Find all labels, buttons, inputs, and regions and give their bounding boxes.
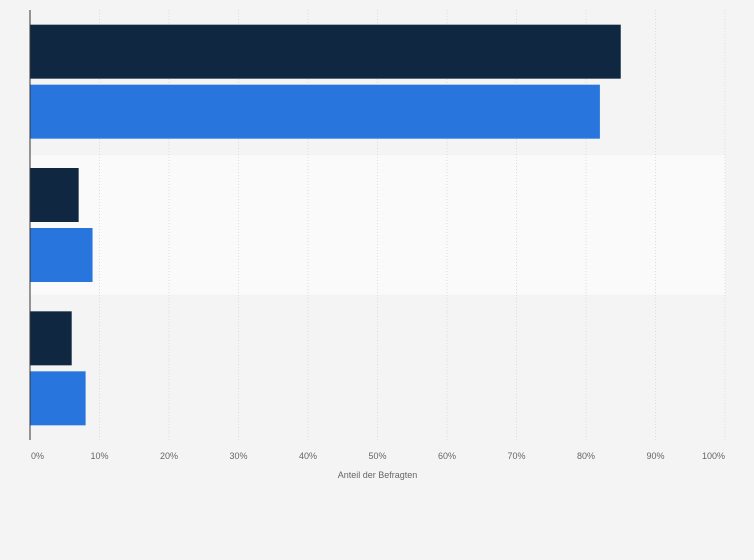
- x-axis-title: Anteil der Befragten: [338, 470, 418, 480]
- x-tick-label: 80%: [577, 451, 595, 461]
- bar: [30, 371, 86, 426]
- bar: [30, 228, 93, 282]
- x-tick-label: 0%: [31, 451, 44, 461]
- x-tick-label: 100%: [702, 451, 725, 461]
- x-tick-label: 50%: [368, 451, 386, 461]
- x-tick-label: 70%: [507, 451, 525, 461]
- bar: [30, 168, 79, 222]
- bar: [30, 84, 600, 139]
- category-band: [30, 155, 725, 295]
- x-tick-label: 20%: [160, 451, 178, 461]
- x-tick-label: 60%: [438, 451, 456, 461]
- x-axis-ticks: 0% 10% 20% 30% 40% 50% 60% 70% 80% 90% 100%: [31, 451, 725, 461]
- x-tick-label: 10%: [90, 451, 108, 461]
- x-tick-label: 30%: [229, 451, 247, 461]
- bars: [30, 24, 621, 426]
- category-bands: [30, 155, 725, 295]
- x-tick-label: 90%: [646, 451, 664, 461]
- x-tick-label: 40%: [299, 451, 317, 461]
- bar: [30, 311, 72, 366]
- bar: [30, 24, 621, 79]
